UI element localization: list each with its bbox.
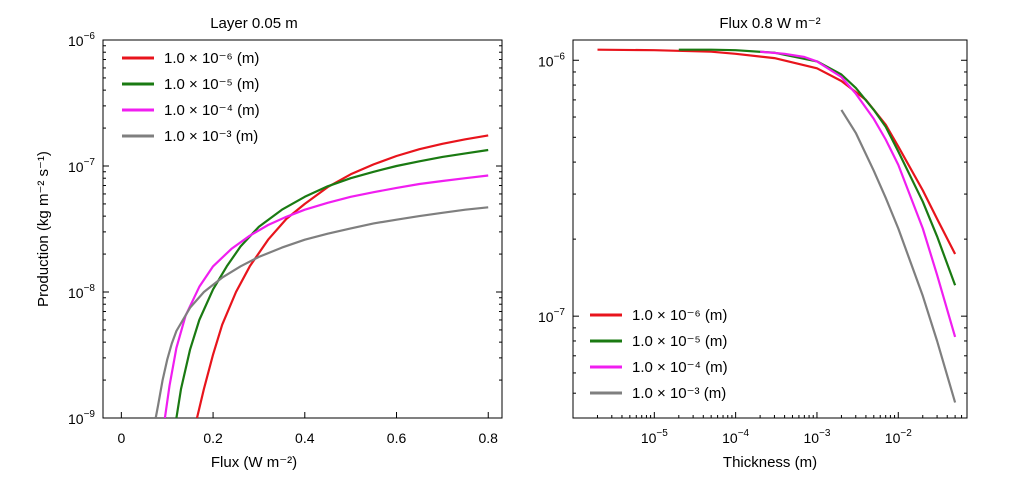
y-tick-label: 10−6 bbox=[68, 31, 95, 49]
y-tick-label: 10−8 bbox=[68, 283, 95, 301]
x-tick-label: 0.4 bbox=[295, 430, 315, 446]
legend: 1.0 × 10⁻⁶ (m) 1.0 × 10⁻⁵ (m) 1.0 × 10⁻⁴ (… bbox=[590, 307, 728, 402]
series-line-1 bbox=[598, 50, 956, 254]
series-line-2 bbox=[176, 150, 488, 418]
legend-label: 1.0 × 10⁻⁶ (m) bbox=[164, 50, 259, 67]
y-tick-label: 10−6 bbox=[538, 51, 565, 69]
y-axis-label: Production (kg m⁻² s⁻¹) bbox=[35, 151, 52, 307]
series-line-3 bbox=[165, 176, 488, 419]
legend-label: 1.0 × 10⁻⁴ (m) bbox=[632, 359, 728, 376]
x-tick-label: 0.8 bbox=[479, 430, 499, 446]
chart-title: Flux 0.8 W m⁻² bbox=[719, 15, 820, 32]
x-tick-label: 10−5 bbox=[641, 428, 668, 446]
x-axis-label: Thickness (m) bbox=[723, 454, 817, 471]
figure: 10−9 10−8 10−7 10−6 0 0.2 0.4 0.6 0.8 Layer 0.05 … bbox=[0, 0, 1024, 503]
x-tick-label: 10−4 bbox=[722, 428, 749, 446]
left-panel-production-vs-flux: 10−9 10−8 10−7 10−6 0 0.2 0.4 0.6 0.8 Layer 0.05 … bbox=[35, 15, 502, 471]
plot-frame bbox=[103, 40, 502, 418]
legend-label: 1.0 × 10⁻⁵ (m) bbox=[632, 333, 727, 350]
right-panel-production-vs-thickness: 10−7 10−6 10−5 10−4 10−3 10−2 Flux 0.8 W m⁻² Th… bbox=[538, 15, 967, 471]
series-line-1 bbox=[197, 135, 488, 418]
x-tick-label: 0.6 bbox=[387, 430, 407, 446]
x-tick-label: 10−3 bbox=[803, 428, 830, 446]
y-tick-label: 10−7 bbox=[538, 307, 565, 325]
legend-label: 1.0 × 10⁻³ (m) bbox=[632, 385, 726, 402]
series-line-2 bbox=[679, 50, 955, 286]
y-tick-label: 10−7 bbox=[68, 157, 95, 175]
legend-label: 1.0 × 10⁻³ (m) bbox=[164, 128, 258, 145]
legend-label: 1.0 × 10⁻⁵ (m) bbox=[164, 76, 259, 93]
legend-label: 1.0 × 10⁻⁴ (m) bbox=[164, 102, 260, 119]
y-tick-label: 10−9 bbox=[68, 409, 95, 427]
x-tick-label: 0.2 bbox=[203, 430, 223, 446]
x-tick-label: 0 bbox=[117, 430, 125, 446]
x-tick-label: 10−2 bbox=[885, 428, 912, 446]
legend: 1.0 × 10⁻⁶ (m) 1.0 × 10⁻⁵ (m) 1.0 × 10⁻⁴ (… bbox=[122, 50, 260, 145]
chart-title: Layer 0.05 m bbox=[210, 15, 298, 32]
x-axis-label: Flux (W m⁻²) bbox=[211, 454, 297, 471]
legend-label: 1.0 × 10⁻⁶ (m) bbox=[632, 307, 727, 324]
